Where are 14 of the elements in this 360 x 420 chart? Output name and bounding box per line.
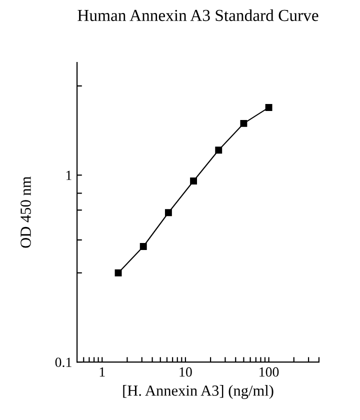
point	[265, 104, 272, 111]
y-tick-label: 0.1	[55, 358, 72, 368]
y-axis-title: OD 450 nm	[20, 176, 31, 248]
x-tick-label: 10	[180, 367, 192, 377]
x-tick-label: 1	[100, 367, 105, 377]
point	[240, 120, 248, 127]
point	[215, 146, 222, 154]
point	[164, 209, 172, 216]
chart-title: Human Annexin A3 Standard Curve	[78, 9, 318, 22]
point	[114, 269, 122, 276]
x-axis-title: [H. Annexin A3] (ng/ml)	[123, 385, 274, 399]
point	[140, 243, 147, 250]
x-tick-label: 100	[260, 367, 279, 377]
point	[190, 178, 198, 184]
